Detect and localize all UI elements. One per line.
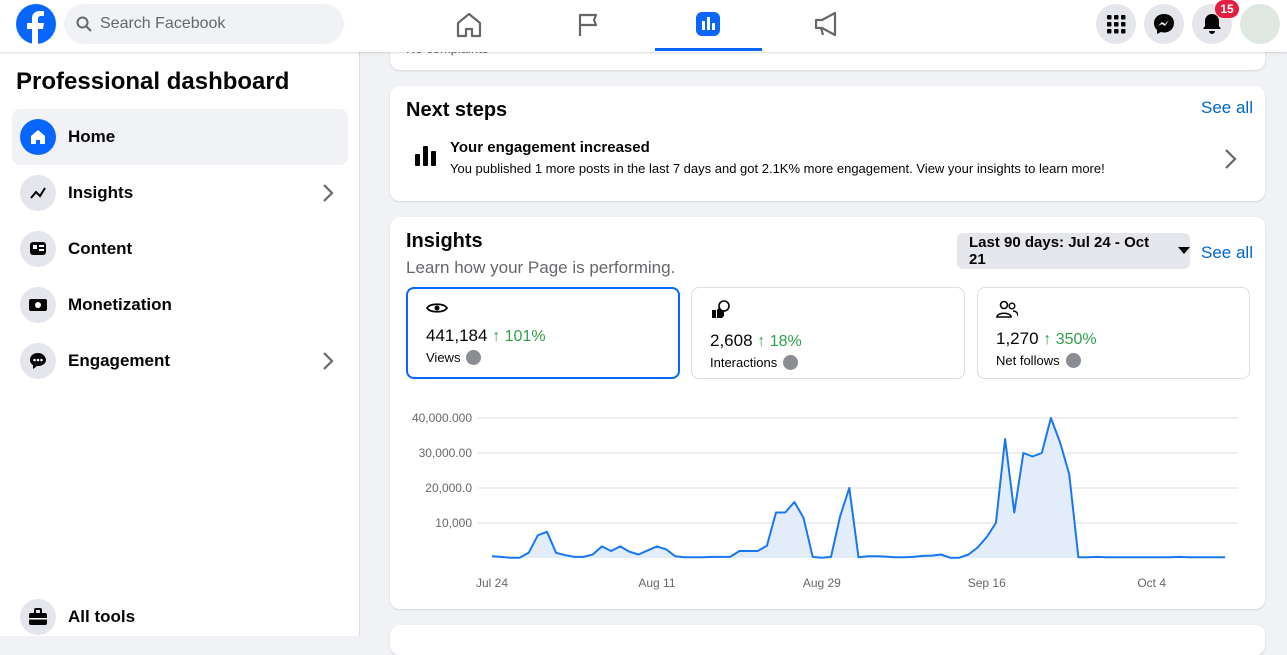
line (491, 417, 1225, 559)
facebook-logo[interactable] (16, 4, 56, 44)
views-icon (425, 303, 449, 313)
notification-badge: 15 (1215, 0, 1239, 18)
dashboard-tab[interactable] (695, 11, 721, 37)
next-card (390, 625, 1265, 655)
y-tick-label: 40,000.000 (412, 411, 472, 425)
next-step-text: You published 1 more posts in the last 7… (450, 161, 1105, 176)
nav-label: Home (68, 127, 116, 146)
nav-item[interactable]: Engagement (12, 333, 348, 389)
all-tools-label: All tools (68, 607, 136, 626)
nav-item[interactable]: Insights (12, 165, 348, 221)
sidebar-title: Professional dashboard (16, 68, 290, 95)
metric-card[interactable]: 441,184 ↑ 101% Views (406, 287, 680, 379)
section-title: Insights (406, 230, 483, 252)
x-tick-label: Jul 24 (476, 576, 508, 590)
metric-label: Net follows (996, 353, 1060, 368)
metric-card[interactable]: 2,608 ↑ 18% Interactions (691, 287, 965, 379)
x-tick-label: Aug 29 (803, 576, 841, 590)
metric-card[interactable]: 1,270 ↑ 350% Net follows (977, 287, 1250, 379)
date-range-label: Last 90 days: Jul 24 - Oct 21 (969, 234, 1150, 268)
all-tools[interactable]: All tools (12, 589, 348, 645)
metric-label: Views (426, 350, 461, 365)
metric-value: 441,184 (426, 326, 488, 345)
section-subtitle: Learn how your Page is performing. (406, 258, 676, 277)
active-tab-indicator (655, 48, 762, 51)
ads-tab[interactable] (813, 11, 841, 37)
pages-tab[interactable] (576, 12, 602, 38)
info-icon[interactable] (1065, 353, 1081, 368)
next-steps-card: Next steps See all Your engagement incre… (390, 86, 1265, 201)
metric-label: Interactions (710, 355, 778, 370)
nav-item[interactable]: Home (12, 109, 348, 165)
nav-item[interactable]: Content (12, 221, 348, 277)
follows-icon (996, 300, 1019, 318)
section-title: Next steps (406, 99, 508, 121)
home-tab[interactable] (455, 12, 483, 38)
next-step-title: Your engagement increased (450, 139, 650, 156)
nav-label: Monetization (68, 295, 172, 314)
info-icon[interactable] (783, 355, 799, 370)
y-tick-label: 30,000.00 (419, 446, 473, 460)
metric-value: 1,270 (996, 329, 1039, 348)
interactions-icon (712, 300, 730, 318)
y-tick-label: 10,000 (435, 516, 472, 530)
x-tick-label: Oct 4 (1137, 576, 1166, 590)
views-chart: 10,000 20,000.0 30,000.00 40,000.000 Jul 24 A… (412, 411, 1238, 590)
nav-label: Insights (68, 183, 134, 202)
nav-label: Content (68, 239, 133, 258)
sidebar: Professional dashboard Home Insights Con… (0, 52, 360, 636)
see-all-link[interactable]: See all (1201, 243, 1253, 262)
metric-change: 18% (769, 333, 802, 350)
x-tick-label: Sep 16 (968, 576, 1006, 590)
see-all-link[interactable]: See all (1201, 98, 1253, 117)
nav-item[interactable]: Monetization (12, 277, 348, 333)
area (492, 418, 1225, 558)
search-box[interactable]: Search Facebook (64, 4, 344, 44)
info-icon[interactable] (466, 350, 482, 365)
search-placeholder: Search Facebook (100, 15, 226, 32)
nav-label: Engagement (68, 351, 171, 370)
menu-button[interactable] (1096, 4, 1136, 44)
engagement-icon (415, 146, 436, 166)
top-bar: Search Facebook 15 (0, 0, 1287, 52)
y-tick-label: 20,000.0 (425, 481, 472, 495)
x-tick-label: Aug 11 (638, 576, 675, 590)
chevron[interactable] (1224, 148, 1238, 170)
profile-avatar[interactable] (1240, 4, 1280, 44)
metric-change: 350% (1055, 331, 1097, 348)
date-range-button[interactable]: Last 90 days: Jul 24 - Oct 21 (957, 233, 1190, 269)
metric-change: 101% (504, 328, 546, 345)
metric-value: 2,608 (710, 331, 753, 350)
messenger-button[interactable] (1144, 4, 1184, 44)
